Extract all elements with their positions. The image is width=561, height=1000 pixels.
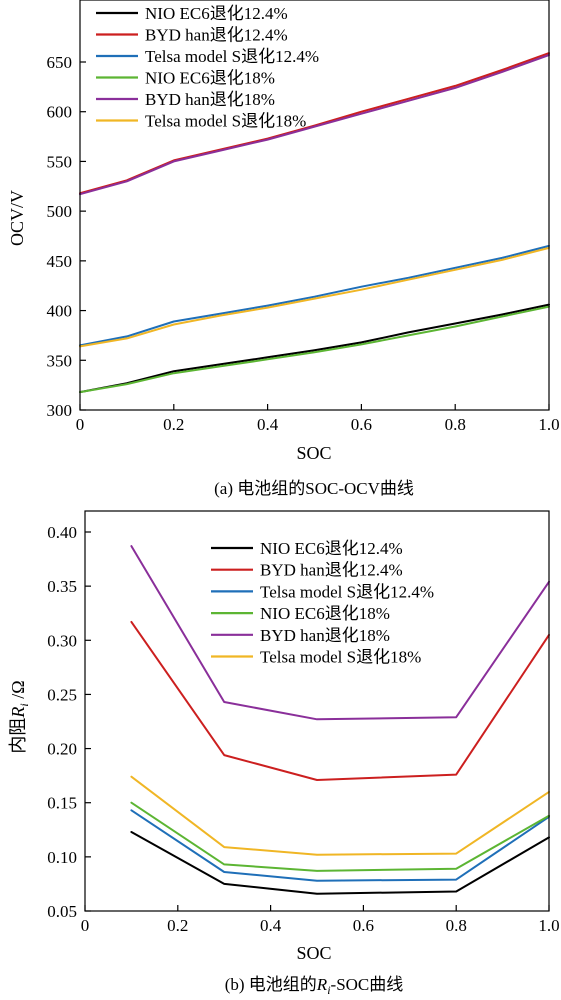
- chart-resistance-series-line-1: [130, 831, 550, 895]
- chart-ocv-x-label: SOC: [296, 443, 331, 463]
- chart-ocv-legend-label-6: Telsa model S退化18%: [145, 112, 306, 131]
- chart-ocv-series-line-5: [79, 54, 550, 196]
- chart-ocv-x-tick-label: 0.4: [257, 415, 279, 434]
- chart-resistance-x-tick-label: 0.4: [260, 916, 282, 935]
- chart-resistance-x-tick-label: 0.8: [446, 916, 467, 935]
- chart-resistance-series-line-4: [130, 801, 550, 872]
- chart-resistance-legend-label-6: Telsa model S退化18%: [260, 648, 421, 667]
- chart-ocv-caption: (a) 电池组的SOC-OCV曲线: [214, 479, 414, 498]
- chart-resistance-caption-sub: i: [327, 983, 330, 997]
- chart-resistance-legend-label-4: NIO EC6退化18%: [260, 604, 390, 623]
- chart-ocv-y-tick-label: 400: [47, 302, 73, 321]
- chart-resistance-legend-label-2: BYD han退化12.4%: [260, 561, 403, 580]
- chart-resistance-series-line-3: [130, 809, 550, 882]
- chart-ocv-y-tick-label: 500: [47, 202, 73, 221]
- chart-ocv-ticks: 0 0.2 0.4 0.6 0.8 1.0 300 350 400 450 500 550 600 650: [47, 53, 560, 434]
- chart-ocv-series-line-1: [79, 303, 550, 394]
- chart-resistance-y-tick-label: 0.35: [47, 577, 77, 596]
- chart-ocv-legend-label-1: NIO EC6退化12.4%: [145, 4, 288, 23]
- chart-resistance-y-label-sub: i: [17, 703, 31, 706]
- chart-ocv-series-line-4: [79, 305, 550, 394]
- chart-ocv-series-line-6: [79, 246, 550, 348]
- chart-resistance-x-tick-label: 0: [81, 916, 90, 935]
- chart-ocv-legend: NIO EC6退化12.4% BYD han退化12.4% Telsa model …: [96, 4, 319, 131]
- chart-resistance-caption-var: R: [316, 975, 328, 994]
- chart-resistance-y-tick-label: 0.30: [47, 631, 77, 650]
- chart-resistance-x-label: SOC: [296, 943, 331, 963]
- chart-resistance-series-line-2: [130, 620, 550, 781]
- chart-resistance-y-tick-label: 0.05: [47, 902, 77, 921]
- chart-resistance-ticks: 0 0.2 0.4 0.6 0.8 1.0 0.05 0.10 0.15 0.20 0.25 0.30…: [47, 523, 559, 935]
- chart-resistance-legend: NIO EC6退化12.4% BYD han退化12.4% Telsa model …: [211, 539, 434, 667]
- chart-ocv-y-label: OCV/V: [7, 190, 27, 246]
- chart-ocv-y-tick-label: 650: [47, 53, 73, 72]
- chart-resistance-y-tick-label: 0.40: [47, 523, 77, 542]
- chart-resistance-series: [130, 545, 550, 895]
- chart-resistance-series-line-6: [130, 775, 550, 856]
- chart-ocv-legend-label-2: BYD han退化12.4%: [145, 26, 288, 45]
- chart-resistance-legend-label-1: NIO EC6退化12.4%: [260, 539, 403, 558]
- chart-resistance-caption-suffix: -SOC曲线: [331, 975, 404, 994]
- chart-ocv-series: [79, 52, 550, 394]
- chart-ocv-legend-label-5: BYD han退化18%: [145, 90, 275, 109]
- chart-ocv-series-line-3: [79, 244, 550, 347]
- chart-resistance-y-label-suffix: /Ω: [8, 680, 28, 703]
- chart-ocv-x-tick-label: 0.2: [163, 415, 184, 434]
- chart-resistance-x-tick-label: 1.0: [538, 916, 559, 935]
- chart-resistance-caption: (b) 电池组的Ri-SOC曲线: [225, 975, 404, 997]
- chart-resistance-y-label-prefix: 内阻: [8, 718, 28, 754]
- chart-ocv-y-tick-label: 350: [47, 351, 73, 370]
- chart-ocv-x-tick-label: 0.8: [445, 415, 466, 434]
- chart-resistance-y-tick-label: 0.15: [47, 794, 77, 813]
- chart-resistance-series-line-5: [130, 545, 550, 721]
- chart-resistance-plot-frame: [84, 510, 550, 912]
- chart-ocv-y-tick-label: 600: [47, 103, 73, 122]
- chart-ocv: 0 0.2 0.4 0.6 0.8 1.0 300 350 400 450 500 550 600 650…: [7, 0, 560, 498]
- chart-resistance: 0 0.2 0.4 0.6 0.8 1.0 0.05 0.10 0.15 0.20 0.25 0.30…: [8, 510, 560, 997]
- chart-resistance-y-tick-label: 0.10: [47, 848, 77, 867]
- chart-resistance-legend-label-5: BYD han退化18%: [260, 626, 390, 645]
- chart-resistance-y-tick-label: 0.25: [47, 685, 77, 704]
- chart-resistance-legend-label-3: Telsa model S退化12.4%: [260, 582, 434, 601]
- chart-resistance-y-label: 内阻Ri /Ω: [8, 680, 31, 753]
- chart-ocv-plot-frame: [79, 0, 550, 411]
- chart-resistance-y-tick-label: 0.20: [47, 740, 77, 759]
- chart-ocv-legend-label-4: NIO EC6退化18%: [145, 69, 275, 88]
- chart-resistance-x-tick-label: 0.6: [353, 916, 374, 935]
- chart-ocv-y-tick-label: 300: [47, 401, 73, 420]
- chart-ocv-y-tick-label: 450: [47, 252, 73, 271]
- chart-resistance-x-tick-label: 0.2: [167, 916, 188, 935]
- chart-ocv-x-tick-label: 0.6: [351, 415, 372, 434]
- chart-resistance-y-label-var: R: [8, 707, 28, 719]
- chart-ocv-x-tick-label: 0: [76, 415, 85, 434]
- chart-ocv-x-tick-label: 1.0: [538, 415, 559, 434]
- chart-ocv-legend-label-3: Telsa model S退化12.4%: [145, 47, 319, 66]
- chart-ocv-y-tick-label: 550: [47, 152, 73, 171]
- chart-resistance-caption-prefix: (b) 电池组的: [225, 975, 317, 994]
